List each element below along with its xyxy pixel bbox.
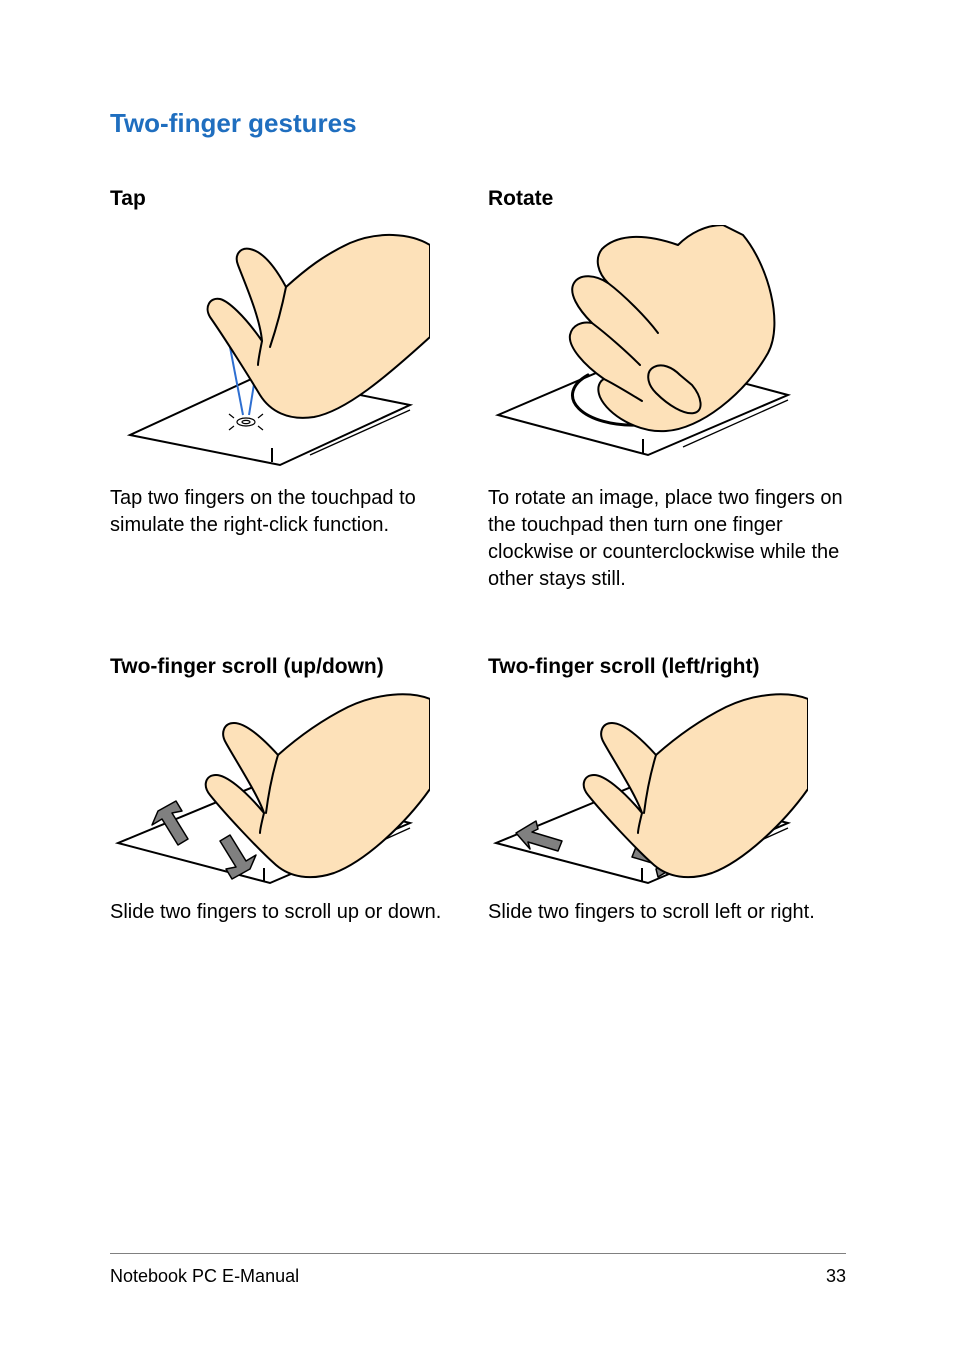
section-heading: Two-finger gestures — [110, 108, 846, 139]
page-footer: Notebook PC E-Manual 33 — [110, 1253, 846, 1287]
gesture-tap: Tap — [110, 187, 468, 593]
gesture-scroll-horizontal: Two-finger scroll (left/right) — [488, 655, 846, 926]
gesture-scroll-vertical-illustration — [110, 693, 430, 893]
gesture-scroll-vertical: Two-finger scroll (up/down) — [110, 655, 468, 926]
footer-page-number: 33 — [826, 1266, 846, 1287]
gesture-tap-illustration — [110, 225, 430, 475]
gesture-scroll-horizontal-illustration — [488, 693, 808, 893]
gesture-rotate-illustration — [488, 225, 808, 475]
gesture-rotate-desc: To rotate an image, place two fingers on… — [488, 485, 846, 593]
gesture-scroll-horizontal-title: Two-finger scroll (left/right) — [488, 655, 846, 679]
gesture-scroll-vertical-title: Two-finger scroll (up/down) — [110, 655, 468, 679]
page: Two-finger gestures Tap — [0, 0, 954, 1345]
gesture-rotate: Rotate — [488, 187, 846, 593]
gesture-tap-title: Tap — [110, 187, 468, 211]
gesture-scroll-horizontal-desc: Slide two fingers to scroll left or righ… — [488, 899, 846, 926]
gesture-rotate-title: Rotate — [488, 187, 846, 211]
gesture-grid: Tap — [110, 187, 846, 926]
gesture-tap-desc: Tap two fingers on the touchpad to simul… — [110, 485, 468, 539]
gesture-scroll-vertical-desc: Slide two fingers to scroll up or down. — [110, 899, 468, 926]
footer-title: Notebook PC E-Manual — [110, 1266, 299, 1287]
